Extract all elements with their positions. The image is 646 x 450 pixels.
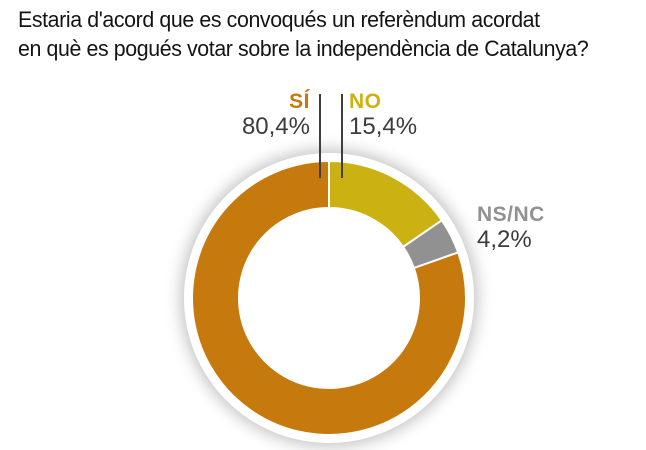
callout-no: NO 15,4% xyxy=(349,90,417,140)
leader-line-no xyxy=(341,94,343,178)
slice-label-no: NO xyxy=(349,90,382,113)
callout-nsnc: NS/NC 4,2% xyxy=(477,203,545,253)
donut-slice-si xyxy=(191,160,467,436)
slice-value-no: 15,4% xyxy=(349,113,418,140)
chart-title-line2: en què es pogués votar sobre la independ… xyxy=(18,36,589,61)
callout-si: SÍ 80,4% xyxy=(242,90,310,140)
slice-value-si: 80,4% xyxy=(241,113,310,140)
chart-title-line1: Estaria d'acord que es convoqués un refe… xyxy=(18,7,540,32)
chart-title: Estaria d'acord que es convoqués un refe… xyxy=(18,5,624,63)
slice-value-nsnc: 4,2% xyxy=(477,226,532,253)
slice-label-si: SÍ xyxy=(289,90,310,113)
leader-line-si xyxy=(319,94,321,178)
slice-label-nsnc: NS/NC xyxy=(477,203,545,226)
